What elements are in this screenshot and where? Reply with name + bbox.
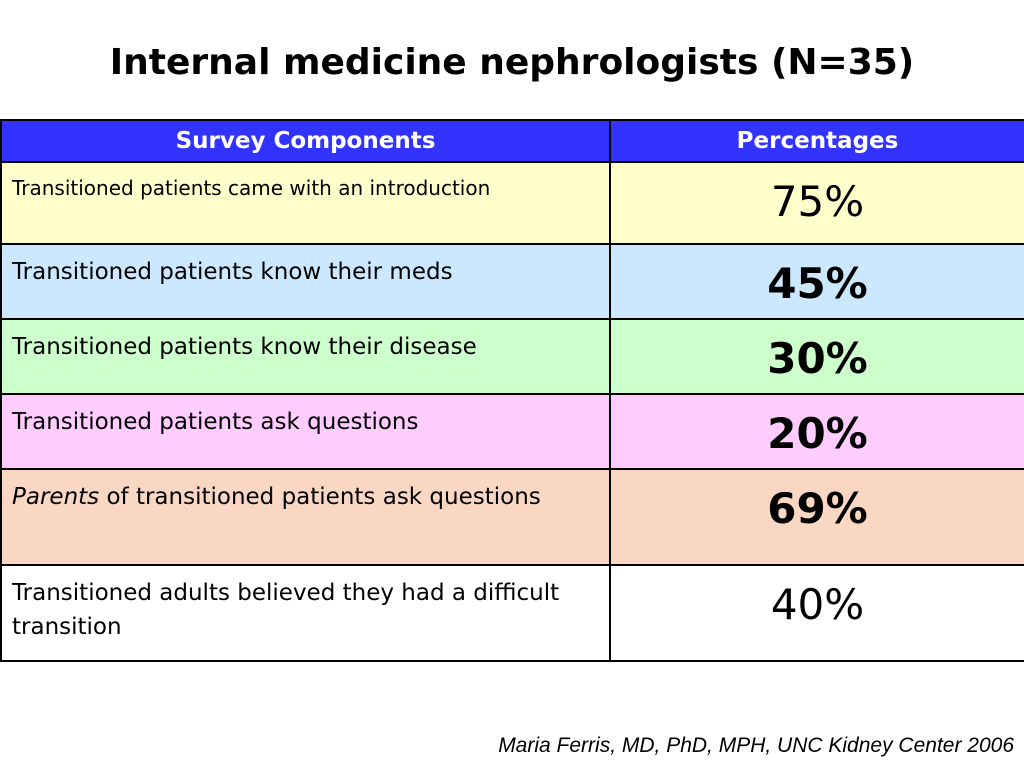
row-component: Transitioned patients know their meds — [0, 243, 611, 320]
row-component: Transitioned patients ask questions — [0, 393, 611, 470]
table-header-row: Survey Components Percentages — [0, 119, 1024, 163]
table-row: Transitioned patients know their disease… — [0, 318, 1024, 395]
row-component-italic: Parents — [12, 484, 100, 510]
slide-title: Internal medicine nephrologists (N=35) — [109, 42, 915, 83]
row-component: Transitioned patients came with an intro… — [0, 161, 611, 245]
row-component-text: of transitioned patients ask questions — [99, 484, 541, 510]
table-row: Transitioned patients ask questions 20% — [0, 393, 1024, 470]
row-percentage: 40% — [609, 564, 1024, 662]
row-percentage: 30% — [609, 318, 1024, 395]
row-percentage: 20% — [609, 393, 1024, 470]
row-component: Parents of transitioned patients ask que… — [0, 468, 611, 566]
row-component-text: Transitioned patients came with an intro… — [12, 176, 491, 200]
table-row: Transitioned patients came with an intro… — [0, 161, 1024, 245]
table-row: Parents of transitioned patients ask que… — [0, 468, 1024, 566]
row-component-text: Transitioned patients know their disease — [12, 334, 477, 360]
header-survey-components: Survey Components — [0, 119, 611, 163]
row-percentage: 75% — [609, 161, 1024, 245]
survey-table: Survey Components Percentages Transition… — [0, 119, 1024, 662]
row-percentage: 45% — [609, 243, 1024, 320]
row-component: Transitioned adults believed they had a … — [0, 564, 611, 662]
attribution: Maria Ferris, MD, PhD, MPH, UNC Kidney C… — [498, 734, 1014, 757]
row-component-text: Transitioned patients know their meds — [12, 259, 453, 285]
row-percentage: 69% — [609, 468, 1024, 566]
row-component-text: Transitioned adults believed they had a … — [12, 580, 560, 640]
row-component-text: Transitioned patients ask questions — [12, 409, 419, 435]
header-percentages: Percentages — [609, 119, 1024, 163]
row-component: Transitioned patients know their disease — [0, 318, 611, 395]
table-row: Transitioned adults believed they had a … — [0, 564, 1024, 662]
table-row: Transitioned patients know their meds 45… — [0, 243, 1024, 320]
